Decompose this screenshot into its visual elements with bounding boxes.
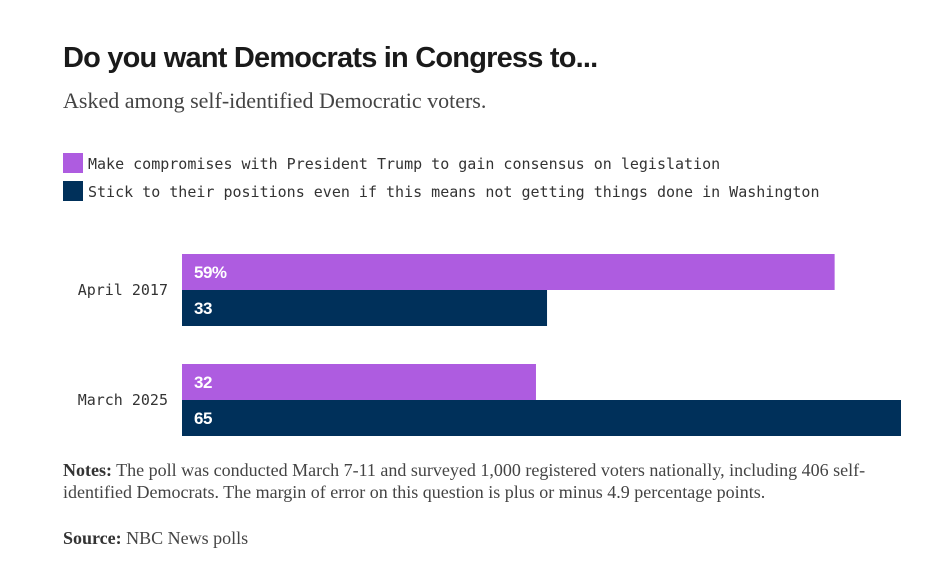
legend: Make compromises with President Trump to… xyxy=(63,150,833,206)
chart-title: Do you want Democrats in Congress to... xyxy=(63,42,598,74)
legend-swatch-compromise xyxy=(63,153,83,173)
source-text: NBC News polls xyxy=(121,528,249,548)
bar xyxy=(182,254,835,290)
bar-value-label: 65 xyxy=(194,409,212,428)
bar-value-label: 32 xyxy=(194,373,212,392)
notes-label: Notes: xyxy=(63,460,112,480)
legend-item-stick: Stick to their positions even if this me… xyxy=(63,178,833,206)
bar-value-label: 59% xyxy=(194,263,227,282)
category-label: March 2025 xyxy=(78,391,168,409)
bar-chart: April 2017 59% 33 March 2025 32 65 xyxy=(78,254,901,436)
notes-text: The poll was conducted March 7-11 and su… xyxy=(63,460,866,502)
bar xyxy=(182,290,548,326)
legend-label-compromise: Make compromises with President Trump to… xyxy=(88,155,721,173)
legend-swatch-stick xyxy=(63,181,83,201)
source-label: Source: xyxy=(63,528,122,548)
legend-label-stick: Stick to their positions even if this me… xyxy=(88,183,820,201)
notes: Notes: The poll was conducted March 7-11… xyxy=(63,459,893,503)
chart-subtitle: Asked among self-identified Democratic v… xyxy=(63,88,487,113)
bar-value-label: 33 xyxy=(194,299,212,318)
bar xyxy=(182,364,536,400)
legend-item-compromise: Make compromises with President Trump to… xyxy=(63,150,833,178)
category-label: April 2017 xyxy=(78,281,168,299)
bar xyxy=(182,400,901,436)
source: Source: NBC News polls xyxy=(63,528,248,549)
